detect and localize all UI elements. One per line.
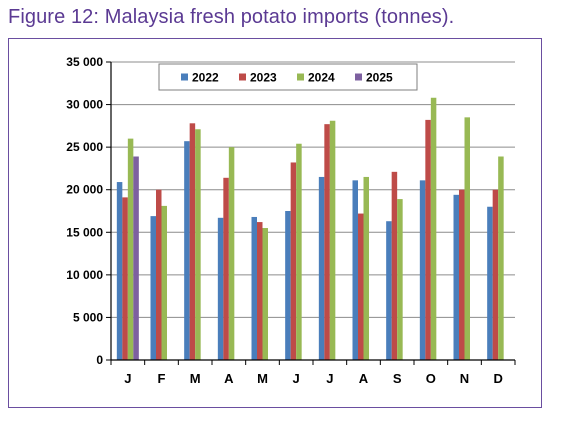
bar (189, 123, 196, 360)
y-axis-ticks: 0 5 000 10 000 15 000 20 000 25 000 30 000 35 0… (66, 55, 111, 367)
bars (116, 97, 504, 361)
bar (419, 180, 426, 360)
y-tick-label: 15 000 (66, 225, 103, 239)
bar (228, 147, 235, 360)
bar (386, 221, 392, 360)
bar (464, 117, 470, 360)
bar-chart: 0 5 000 10 000 15 000 20 000 25 000 30 000 35 0… (66, 55, 516, 386)
bar (122, 197, 128, 360)
y-tick-label: 30 000 (66, 98, 103, 112)
chart-frame: 0 5 000 10 000 15 000 20 000 25 000 30 000 35 0… (8, 38, 542, 408)
bar (184, 141, 190, 360)
y-tick-label: 35 000 (66, 55, 103, 69)
figure-title: Figure 12: Malaysia fresh potato imports… (8, 6, 455, 28)
bar (195, 129, 201, 360)
x-category-label: F (158, 371, 166, 386)
legend-label: 2024 (308, 71, 335, 85)
y-tick-label: 0 (96, 353, 103, 367)
bar (257, 222, 263, 360)
x-category-label: A (359, 371, 369, 386)
bar (492, 189, 499, 360)
bar (324, 124, 330, 360)
y-tick-label: 10 000 (66, 268, 103, 282)
bar (133, 156, 139, 360)
legend-label: 2022 (192, 71, 219, 85)
x-category-label: M (190, 371, 201, 386)
bar (223, 177, 229, 360)
legend-box (158, 63, 418, 91)
bar (251, 216, 257, 360)
legend-swatch (181, 73, 188, 81)
bar (296, 143, 302, 360)
bar (217, 217, 224, 360)
legend-label: 2025 (366, 71, 393, 85)
bar (127, 138, 134, 360)
y-tick-label: 5 000 (73, 310, 103, 324)
bar (487, 206, 493, 360)
y-tick-label: 25 000 (66, 140, 103, 154)
bar (290, 162, 297, 360)
bar (397, 199, 403, 360)
y-tick-label: 20 000 (66, 183, 103, 197)
bar (453, 194, 459, 360)
x-category-label: J (124, 371, 131, 386)
legend-swatch (297, 73, 304, 81)
bar (358, 213, 364, 360)
bar (352, 180, 358, 360)
x-category-label: O (426, 371, 436, 386)
bar (150, 216, 156, 360)
bar (430, 97, 437, 360)
bar (318, 176, 325, 360)
bar (425, 119, 431, 360)
bar (262, 228, 268, 360)
gridlines (111, 61, 515, 318)
legend: 2022 2023 2024 2025 (158, 63, 418, 91)
bar (161, 205, 167, 360)
x-category-label: J (326, 371, 333, 386)
x-category-label: A (224, 371, 234, 386)
bar (285, 211, 291, 360)
bar (391, 171, 398, 360)
bar (459, 189, 465, 360)
bar (156, 189, 162, 360)
bar (498, 156, 504, 360)
x-category-label: S (393, 371, 402, 386)
bar (363, 176, 369, 360)
bar (329, 120, 336, 361)
legend-swatch (239, 73, 246, 81)
x-category-label: N (460, 371, 469, 386)
legend-swatch (355, 73, 362, 81)
x-category-label: D (493, 371, 502, 386)
legend-label: 2023 (250, 71, 277, 85)
bar (116, 182, 123, 360)
x-category-label: J (293, 371, 300, 386)
axes (110, 62, 516, 365)
x-category-label: M (257, 371, 268, 386)
